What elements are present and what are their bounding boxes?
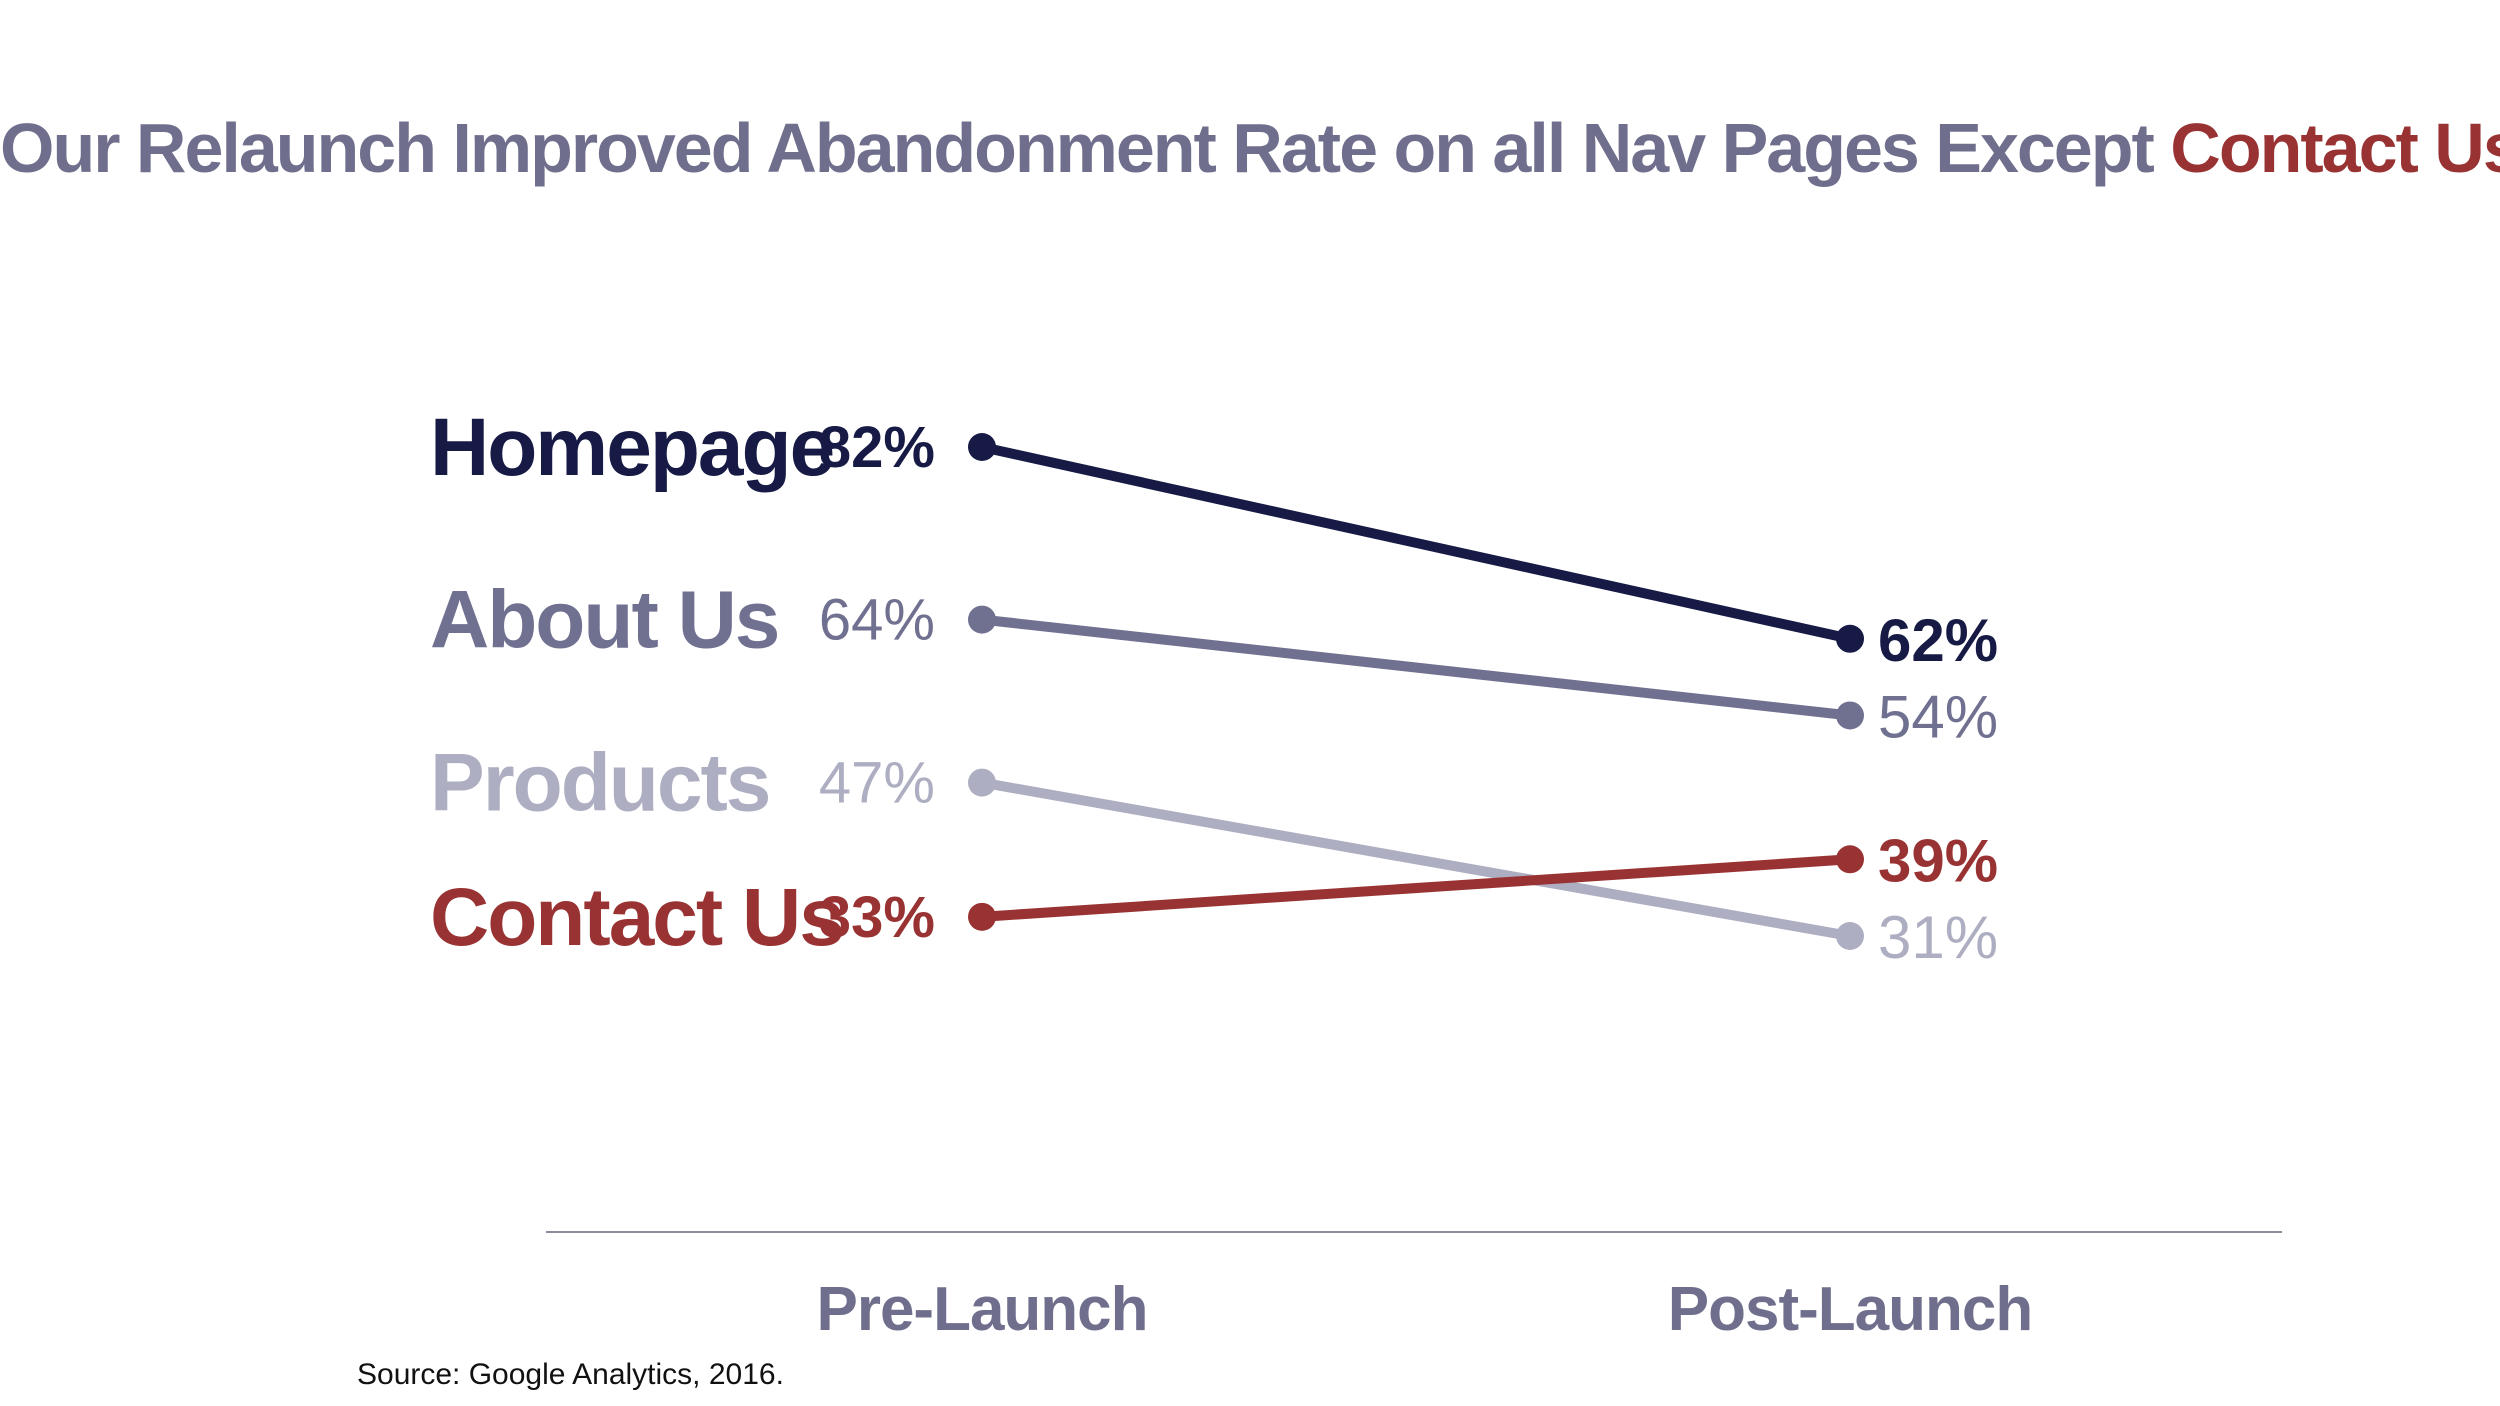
point-products-pre-launch: [968, 768, 996, 797]
data-label-products-post-launch: 31%: [1878, 904, 1998, 971]
series-label-homepage: Homepage: [430, 402, 833, 493]
data-label-contact-us-post-launch: 39%: [1878, 827, 1998, 894]
point-about-us-pre-launch: [968, 605, 996, 634]
chart-title-highlight: Contact Us: [2170, 109, 2500, 187]
series-line-homepage: [977, 442, 1855, 644]
point-contact-us-post-launch: [1836, 845, 1864, 874]
series-label-products: Products: [430, 738, 769, 829]
point-contact-us-pre-launch: [968, 902, 996, 931]
source-note: Source: Google Analytics, 2016.: [357, 1358, 784, 1391]
data-label-products-pre-launch: 47%: [819, 751, 935, 816]
data-label-contact-us-pre-launch: 33%: [819, 885, 935, 950]
data-label-about-us-pre-launch: 64%: [819, 588, 935, 653]
point-homepage-post-launch: [1836, 624, 1864, 653]
series-line-about-us: [977, 614, 1855, 721]
point-about-us-post-launch: [1836, 701, 1864, 730]
series-line-products: [977, 777, 1855, 941]
point-homepage-pre-launch: [968, 433, 996, 461]
x-tick-label-post-launch: Post-Launch: [1668, 1275, 2032, 1344]
series-label-contact-us: Contact Us: [430, 872, 843, 963]
chart-title-main: Our Relaunch Improved Abandonment Rate o…: [0, 109, 2171, 187]
series-label-about-us: About Us: [430, 575, 778, 666]
series-line-contact-us: [977, 854, 1855, 922]
data-label-homepage-pre-launch: 82%: [819, 415, 935, 480]
point-products-post-launch: [1836, 922, 1864, 950]
data-label-homepage-post-launch: 62%: [1878, 607, 1998, 674]
chart-title: Our Relaunch Improved Abandonment Rate o…: [0, 108, 2500, 188]
data-label-about-us-post-launch: 54%: [1878, 683, 1998, 750]
x-tick-label-pre-launch: Pre-Launch: [816, 1275, 1147, 1344]
